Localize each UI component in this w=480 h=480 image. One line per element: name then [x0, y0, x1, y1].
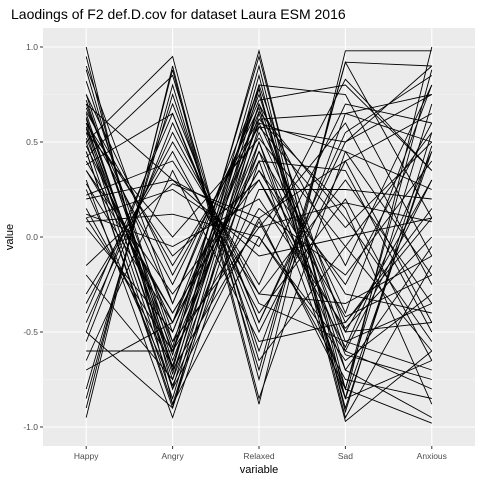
x-tick-label: Angry — [161, 451, 184, 461]
x-axis-title: variable — [240, 464, 279, 476]
series-line — [85, 65, 433, 410]
y-tick-label: 0.5 — [26, 137, 38, 147]
y-axis-ticks: -1.0 -0.5 0.0 0.5 1.0 — [23, 42, 43, 432]
y-tick-label: 1.0 — [26, 42, 38, 52]
series-line — [85, 65, 433, 418]
series-line — [85, 61, 432, 399]
series-line — [85, 74, 433, 362]
series-line — [85, 150, 433, 361]
x-tick-label: Sad — [338, 451, 353, 461]
y-tick-label: 0.0 — [26, 232, 38, 242]
series-line — [85, 169, 432, 318]
chart-title: Laodings of F2 def.D.cov for dataset Lau… — [11, 6, 346, 22]
y-tick-label: -0.5 — [23, 327, 38, 337]
series-line — [85, 93, 432, 390]
series-line — [85, 81, 432, 343]
series-line — [85, 103, 433, 409]
series-line — [85, 160, 433, 352]
series-line — [85, 169, 433, 361]
series-line — [85, 111, 433, 267]
series-line — [85, 56, 433, 391]
x-tick-label: Relaxed — [243, 451, 274, 461]
series-line — [85, 106, 432, 400]
x-tick-label: Happy — [74, 451, 99, 461]
series-line — [85, 73, 433, 419]
series-lines — [85, 46, 433, 424]
series-line — [85, 93, 433, 372]
series-line — [85, 84, 433, 368]
y-tick-label: -1.0 — [23, 422, 38, 432]
series-line — [85, 46, 433, 406]
series-line — [85, 122, 432, 324]
series-line — [85, 103, 432, 257]
series-line — [85, 55, 433, 382]
x-axis-ticks: Happy Angry Relaxed Sad Anxious — [74, 446, 447, 461]
y-axis-title: value — [4, 224, 16, 250]
series-line — [85, 94, 433, 324]
series-line — [85, 103, 432, 304]
series-line — [86, 160, 433, 304]
series-line — [85, 112, 433, 334]
series-line — [85, 110, 433, 342]
x-tick-label: Anxious — [417, 451, 447, 461]
series-line — [86, 198, 433, 329]
series-line — [85, 150, 432, 381]
series-line — [85, 122, 433, 349]
